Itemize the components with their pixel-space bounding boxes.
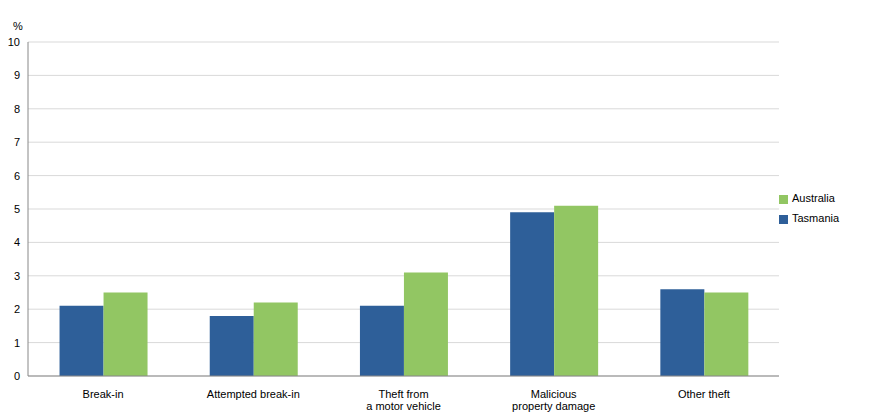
- svg-text:Other theft: Other theft: [678, 388, 730, 400]
- svg-text:Maliciousproperty damage: Maliciousproperty damage: [512, 388, 595, 412]
- svg-text:Theft froma motor vehicle: Theft froma motor vehicle: [366, 388, 441, 412]
- svg-text:10: 10: [8, 36, 20, 48]
- svg-text:2: 2: [14, 303, 20, 315]
- svg-text:6: 6: [14, 170, 20, 182]
- svg-text:3: 3: [14, 270, 20, 282]
- svg-text:Break-in: Break-in: [83, 388, 124, 400]
- svg-text:5: 5: [14, 203, 20, 215]
- svg-text:%: %: [13, 20, 23, 32]
- svg-text:8: 8: [14, 103, 20, 115]
- svg-text:9: 9: [14, 69, 20, 81]
- svg-text:4: 4: [14, 236, 20, 248]
- svg-text:Attempted break-in: Attempted break-in: [207, 388, 300, 400]
- svg-text:1: 1: [14, 337, 20, 349]
- svg-text:0: 0: [14, 370, 20, 382]
- svg-text:7: 7: [14, 136, 20, 148]
- html-text:Tasmania: Tasmania: [792, 212, 840, 224]
- html-text:Australia: Australia: [792, 192, 835, 204]
